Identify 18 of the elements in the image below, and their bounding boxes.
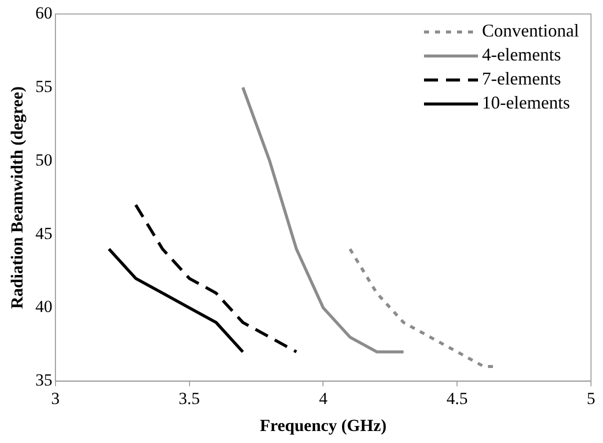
y-tick-label: 60 (35, 3, 52, 22)
x-tick-label: 4 (318, 388, 328, 408)
x-tick-label: 4.5 (446, 388, 468, 408)
x-tick-label: 3.5 (178, 388, 200, 408)
x-tick-label: 5 (586, 388, 596, 408)
y-tick-label: 55 (35, 76, 52, 96)
y-tick-label: 45 (35, 224, 52, 243)
y-tick-label: 35 (35, 370, 52, 390)
y-tick-label: 40 (35, 297, 52, 316)
legend-label: 4-elements (482, 44, 561, 65)
legend-label: 10-elements (482, 92, 570, 113)
y-tick-label: 50 (35, 150, 52, 170)
x-tick-label: 3 (51, 388, 60, 408)
legend-label: 7-elements (482, 68, 561, 89)
line-series (134, 203, 298, 354)
x-axis-title: Frequency (GHz) (260, 416, 387, 436)
legend-label: Conventional (482, 20, 580, 41)
y-axis-title: Radiation Beamwidth (degree) (8, 86, 27, 309)
